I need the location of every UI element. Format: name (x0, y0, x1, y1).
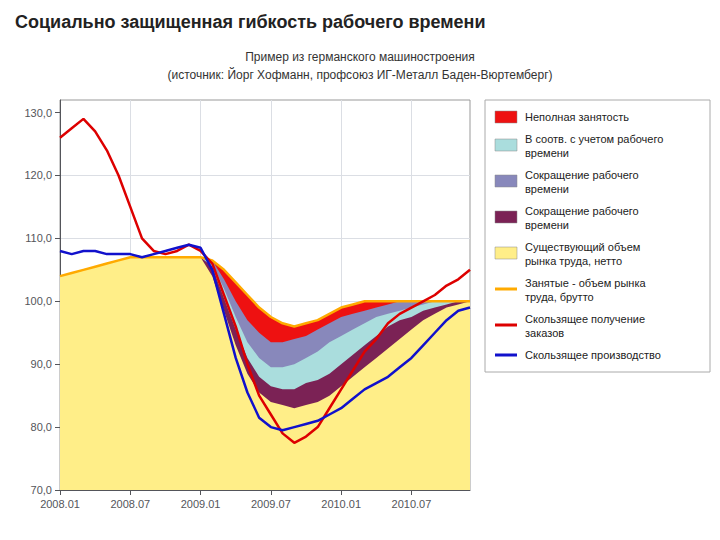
svg-text:2010.01: 2010.01 (321, 498, 361, 510)
svg-text:80,0: 80,0 (31, 421, 52, 433)
svg-text:Существующий объем: Существующий объем (525, 241, 640, 253)
svg-text:Сокращение рабочего: Сокращение рабочего (525, 205, 639, 217)
svg-text:120,0: 120,0 (24, 169, 52, 181)
svg-text:времени: времени (525, 219, 569, 231)
svg-text:Скользящее производство: Скользящее производство (525, 349, 661, 361)
svg-text:130,0: 130,0 (24, 107, 52, 119)
svg-text:110,0: 110,0 (25, 232, 52, 244)
svg-text:2009.01: 2009.01 (181, 498, 221, 510)
svg-text:Скользящее получение: Скользящее получение (525, 313, 645, 325)
svg-text:труда, брутто: труда, брутто (525, 291, 594, 303)
svg-text:времени: времени (525, 147, 569, 159)
svg-text:Занятые - объем рынка: Занятые - объем рынка (525, 277, 646, 289)
svg-text:времени: времени (525, 183, 569, 195)
svg-text:Сокращение рабочего: Сокращение рабочего (525, 169, 639, 181)
svg-text:2008.01: 2008.01 (40, 498, 80, 510)
svg-text:2010.07: 2010.07 (392, 498, 432, 510)
svg-text:100,0: 100,0 (24, 295, 52, 307)
svg-text:70,0: 70,0 (31, 484, 52, 496)
svg-text:(источник: Йорг Хофманн, профс: (источник: Йорг Хофманн, профсоюз ИГ-Мет… (167, 67, 552, 82)
svg-text:2009.07: 2009.07 (251, 498, 291, 510)
svg-text:Неполная занятость: Неполная занятость (525, 111, 629, 123)
svg-text:рынка труда, нетто: рынка труда, нетто (525, 255, 622, 267)
svg-text:В соотв. с учетом рабочего: В соотв. с учетом рабочего (525, 133, 663, 145)
svg-text:90,0: 90,0 (31, 358, 52, 370)
svg-text:заказов: заказов (525, 327, 564, 339)
svg-text:2008.07: 2008.07 (110, 498, 150, 510)
svg-text:Пример из германского машиност: Пример из германского машиностроения (245, 50, 475, 64)
svg-text:Социально защищенная гибкость: Социально защищенная гибкость рабочего в… (15, 12, 486, 32)
